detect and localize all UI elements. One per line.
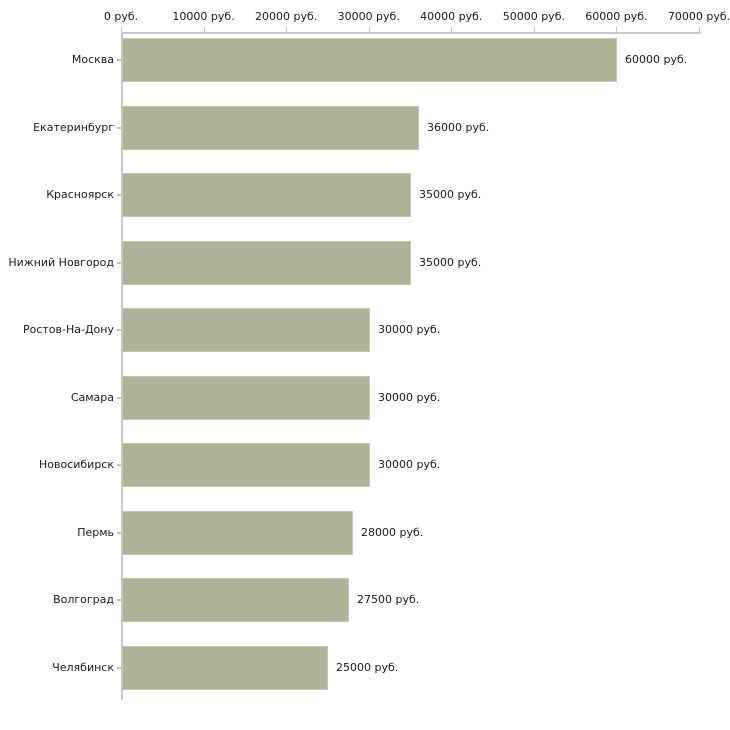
value-label: 25000 руб.: [336, 661, 399, 674]
bar-9: [122, 578, 349, 622]
y-tick-mark: [117, 194, 121, 196]
bar-3: [122, 173, 411, 217]
y-tick-mark: [117, 599, 121, 601]
value-label: 30000 руб.: [378, 391, 441, 404]
x-tick-mark: [121, 27, 122, 32]
y-tick-mark: [117, 329, 121, 331]
category-label: Красноярск: [46, 188, 114, 201]
bar-8: [122, 511, 353, 555]
x-tick-label: 20000 руб.: [255, 10, 318, 23]
category-label: Новосибирск: [38, 458, 114, 471]
x-tick-label: 50000 руб.: [502, 10, 565, 23]
category-label: Екатеринбург: [33, 121, 114, 134]
value-label: 30000 руб.: [378, 458, 441, 471]
bar-6: [122, 376, 370, 420]
category-label: Самара: [70, 391, 114, 404]
bar-1: [122, 38, 617, 82]
x-tick-mark: [616, 27, 618, 32]
category-label: Нижний Новгород: [8, 256, 114, 269]
value-label: 60000 руб.: [625, 53, 688, 66]
value-label: 35000 руб.: [419, 188, 482, 201]
bar-7: [122, 443, 370, 487]
y-tick-mark: [117, 666, 121, 669]
value-label: 36000 руб.: [427, 121, 490, 134]
y-tick-mark: [117, 126, 121, 129]
x-tick-mark: [368, 27, 370, 32]
y-tick-mark: [117, 531, 121, 534]
category-label: Волгоград: [53, 593, 114, 606]
x-tick-label: 40000 руб.: [420, 10, 483, 23]
x-tick-mark: [533, 27, 535, 32]
x-tick-mark: [451, 27, 453, 32]
category-label: Челябинск: [52, 661, 114, 674]
x-tick-label: 30000 руб.: [337, 10, 400, 23]
value-label: 27500 руб.: [357, 593, 420, 606]
x-tick-label: 10000 руб.: [172, 10, 235, 23]
x-tick-label: 0 руб.: [103, 10, 139, 23]
y-tick-mark: [117, 396, 121, 399]
y-tick-mark: [117, 261, 121, 264]
bar-2: [122, 106, 419, 150]
y-tick-mark: [117, 464, 121, 466]
bar-10: [122, 646, 328, 690]
x-tick-mark: [203, 27, 205, 32]
x-tick-mark: [286, 27, 288, 32]
x-axis-line: [121, 32, 701, 34]
category-label: Пермь: [77, 526, 114, 539]
value-label: 28000 руб.: [361, 526, 424, 539]
x-tick-mark: [699, 27, 700, 32]
value-label: 30000 руб.: [378, 323, 441, 336]
bar-4: [122, 241, 411, 285]
x-tick-label: 70000 руб.: [667, 10, 730, 23]
category-label: Москва: [71, 53, 114, 66]
x-tick-label: 60000 руб.: [585, 10, 648, 23]
category-label: Ростов-На-Дону: [22, 323, 114, 336]
y-axis-line: [121, 32, 123, 700]
bar-5: [122, 308, 370, 352]
y-tick-mark: [117, 59, 121, 61]
value-label: 35000 руб.: [419, 256, 482, 269]
